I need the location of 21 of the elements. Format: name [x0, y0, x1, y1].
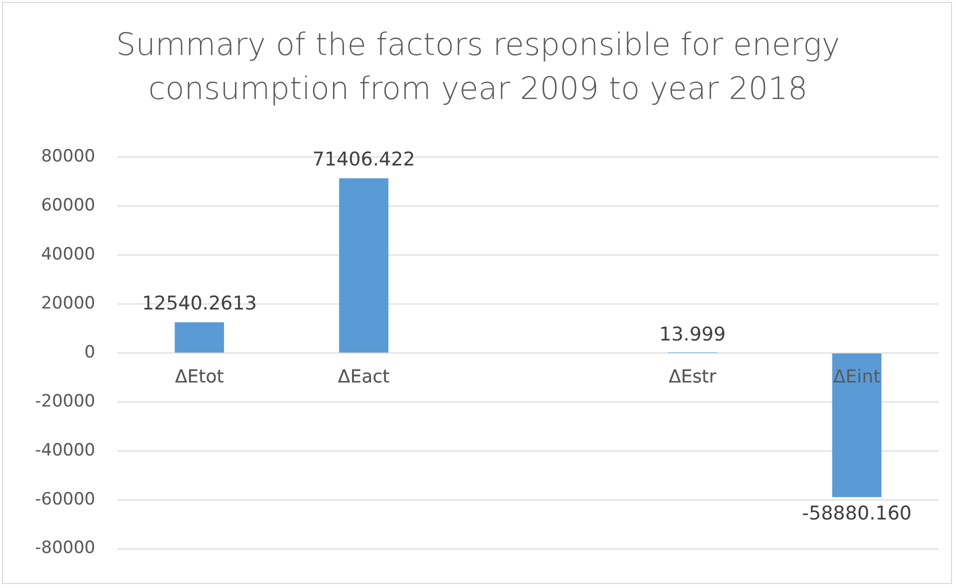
y-tick-label: -40000: [34, 440, 96, 460]
data-label: -58880.160: [802, 502, 912, 525]
x-tick-label: ΔEint: [833, 366, 880, 388]
y-tick-label: -80000: [34, 538, 96, 558]
x-tick-label: ΔEact: [338, 366, 390, 388]
x-tick-label: ΔEstr: [668, 366, 717, 388]
y-tick-label: 60000: [41, 196, 96, 216]
y-tick-label: -20000: [34, 391, 96, 412]
data-label: 12540.2613: [142, 292, 257, 315]
y-tick-label: 80000: [41, 146, 96, 167]
bar: [832, 354, 882, 498]
x-tick-label: ΔEtot: [174, 366, 224, 388]
data-label: 13.999: [659, 323, 726, 346]
y-tick-label: 20000: [41, 293, 96, 314]
bar: [174, 322, 224, 352]
y-tick-label: 0: [84, 342, 96, 362]
chart-title: Summary of the factors responsible for energy consumption from year 2009 to year 2018: [115, 26, 841, 109]
y-tick-label: -60000: [34, 489, 96, 510]
data-label: 71406.422: [312, 148, 416, 171]
y-tick-label: 40000: [41, 244, 96, 265]
bar: [339, 178, 388, 352]
